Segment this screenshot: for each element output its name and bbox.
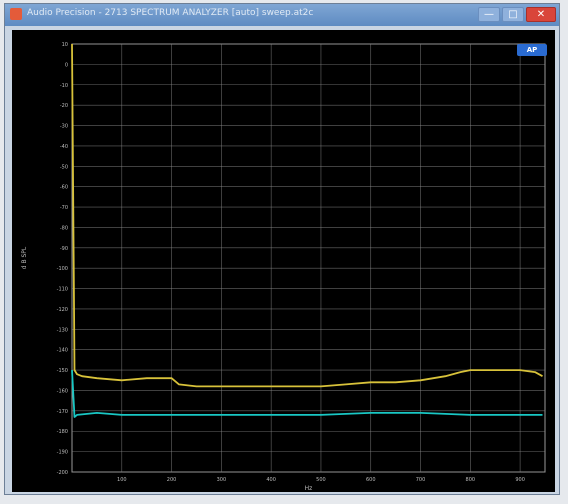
window-title: Audio Precision - 2713 SPECTRUM ANALYZER… (27, 8, 314, 18)
spectrum-chart: 100-10-20-30-40-50-60-70-80-90-100-110-1… (21, 42, 546, 492)
x-axis-label: Hz (305, 485, 313, 492)
app-icon (10, 8, 22, 20)
y-tick-label: -80 (60, 225, 68, 231)
y-tick-label: -10 (60, 83, 68, 89)
y-tick-label: -170 (57, 409, 68, 415)
maximize-button[interactable]: □ (502, 7, 524, 22)
title-bar[interactable]: Audio Precision - 2713 SPECTRUM ANALYZER… (5, 4, 559, 26)
x-tick-label: 800 (466, 477, 476, 483)
series-line-1 (71, 43, 543, 388)
y-tick-label: -110 (57, 287, 68, 293)
y-axis-label: d B SPL (21, 246, 28, 269)
y-tick-label: -160 (57, 388, 68, 394)
y-tick-label: -90 (60, 246, 68, 252)
y-tick-label: -150 (57, 368, 68, 374)
x-tick-label: 100 (117, 477, 127, 483)
spectrum-plot[interactable]: 10 0 -10 -20 -30 -40 -50 -60 -70 -80 -90 -100 -110 -1… (12, 30, 555, 492)
y-tick-label: -70 (60, 205, 68, 211)
series-line-2 (71, 370, 543, 418)
x-tick-label: 700 (416, 477, 426, 483)
analyzer-window: Audio Precision - 2713 SPECTRUM ANALYZER… (4, 3, 560, 495)
close-button[interactable]: ✕ (526, 7, 556, 22)
y-tick-label: -40 (60, 144, 68, 150)
y-tick-label: -60 (60, 185, 68, 191)
minimize-button[interactable]: — (478, 7, 500, 22)
y-tick-label: -200 (57, 470, 68, 476)
y-tick-label: -30 (60, 124, 68, 130)
y-tick-label: 10 (62, 42, 68, 48)
x-tick-label: 900 (515, 477, 525, 483)
y-tick-label: -20 (60, 103, 68, 109)
y-tick-label: -140 (57, 348, 68, 354)
y-tick-label: -120 (57, 307, 68, 313)
x-tick-label: 300 (217, 477, 227, 483)
x-tick-label: 500 (316, 477, 326, 483)
y-tick-label: -130 (57, 327, 68, 333)
y-tick-label: -100 (57, 266, 68, 272)
x-tick-label: 200 (167, 477, 177, 483)
y-tick-label: -180 (57, 429, 68, 435)
y-tick-label: 0 (65, 62, 68, 68)
y-tick-label: -190 (57, 450, 68, 456)
plot-frame (71, 43, 546, 473)
y-tick-label: -50 (60, 164, 68, 170)
ap-logo: AP (517, 44, 547, 56)
x-tick-label: 600 (366, 477, 376, 483)
x-tick-label: 400 (266, 477, 276, 483)
